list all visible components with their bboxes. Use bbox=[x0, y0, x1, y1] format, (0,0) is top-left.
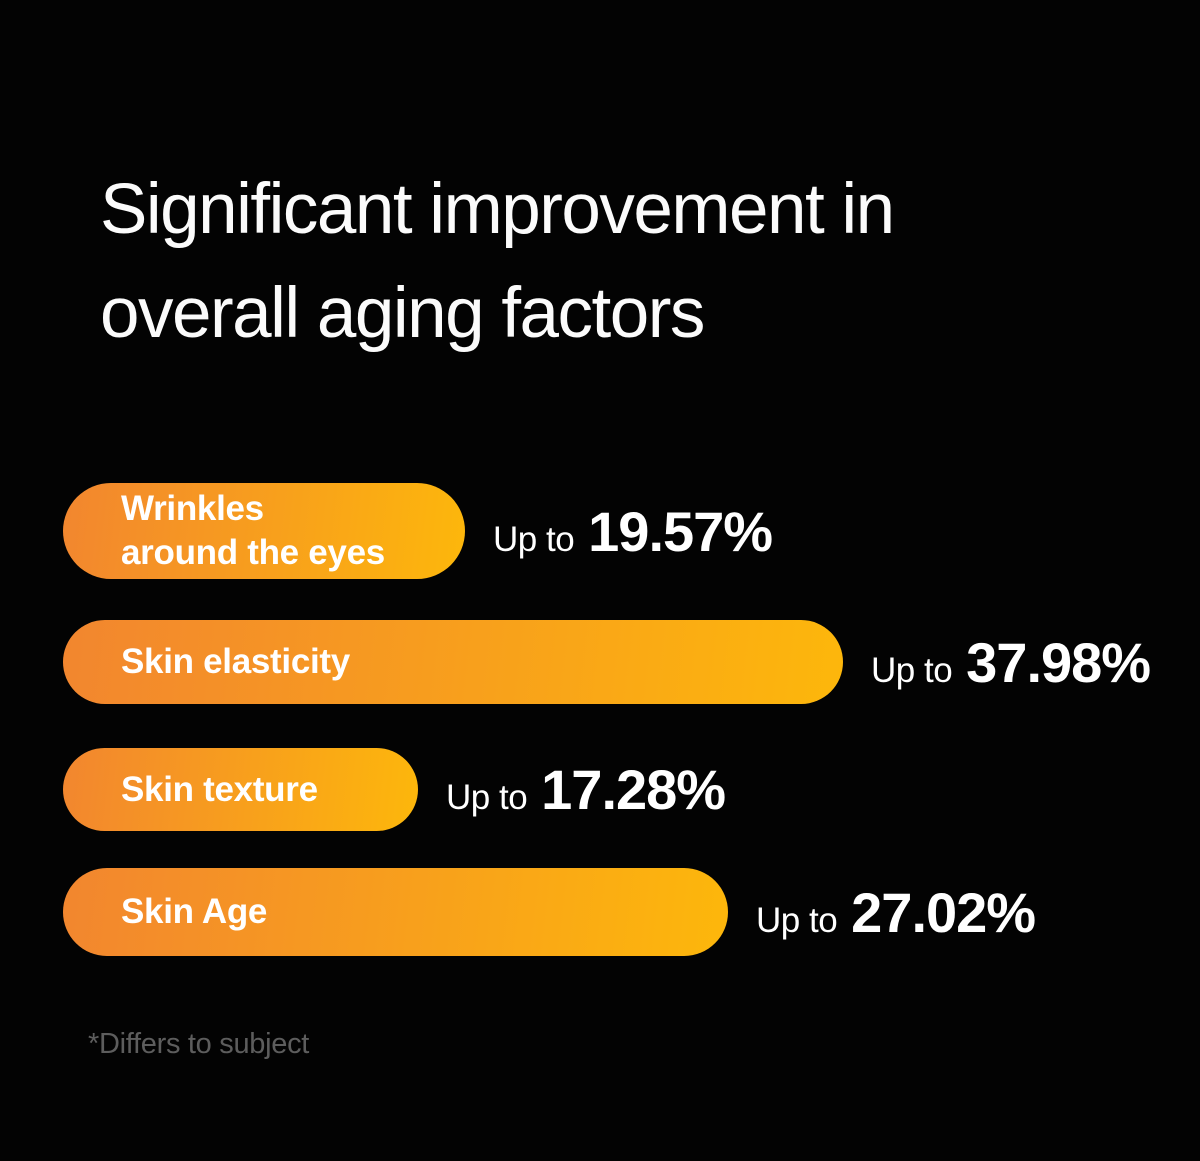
bar-value: Up to 27.02% bbox=[756, 880, 1036, 945]
bar-value: Up to 19.57% bbox=[493, 499, 773, 564]
page-title: Significant improvement in overall aging… bbox=[100, 158, 895, 366]
bar-row-skin-age: Skin Age Up to 27.02% bbox=[63, 868, 1036, 956]
bar-skin-elasticity: Skin elasticity bbox=[63, 620, 843, 704]
bar-row-skin-texture: Skin texture Up to 17.28% bbox=[63, 748, 726, 831]
bar-wrinkles-around-the-eyes: Wrinkles around the eyes bbox=[63, 483, 465, 579]
bar-label-line-1: Wrinkles bbox=[121, 489, 264, 528]
bar-value: Up to 37.98% bbox=[871, 630, 1151, 695]
page-title-line-2: overall aging factors bbox=[100, 274, 705, 353]
footnote: *Differs to subject bbox=[88, 1028, 310, 1060]
bar-value: Up to 17.28% bbox=[446, 757, 726, 822]
bar-label-line-1: Skin texture bbox=[121, 769, 318, 809]
bar-label: Wrinkles around the eyes bbox=[121, 487, 385, 575]
bar-label-line-1: Skin elasticity bbox=[121, 642, 350, 681]
bar-label-line-2: around the eyes bbox=[121, 533, 385, 572]
bar-skin-texture: Skin texture bbox=[63, 748, 418, 831]
bar-label: Skin texture bbox=[121, 768, 318, 812]
bar-label: Skin Age bbox=[121, 890, 267, 934]
bar-label-line-1: Skin Age bbox=[121, 892, 268, 931]
value-prefix: Up to bbox=[446, 778, 528, 817]
value-percent: 17.28% bbox=[541, 758, 726, 821]
page-title-line-1: Significant improvement in bbox=[100, 170, 895, 249]
bar-skin-age: Skin Age bbox=[63, 868, 728, 956]
bar-row-skin-elasticity: Skin elasticity Up to 37.98% bbox=[63, 620, 1151, 704]
value-percent: 19.57% bbox=[588, 499, 773, 563]
value-prefix: Up to bbox=[871, 650, 953, 690]
value-percent: 37.98% bbox=[966, 630, 1151, 694]
bar-row-wrinkles: Wrinkles around the eyes Up to 19.57% bbox=[63, 483, 773, 579]
bar-label: Skin elasticity bbox=[121, 640, 350, 684]
value-prefix: Up to bbox=[493, 519, 575, 559]
value-prefix: Up to bbox=[756, 900, 838, 940]
value-percent: 27.02% bbox=[851, 880, 1036, 944]
